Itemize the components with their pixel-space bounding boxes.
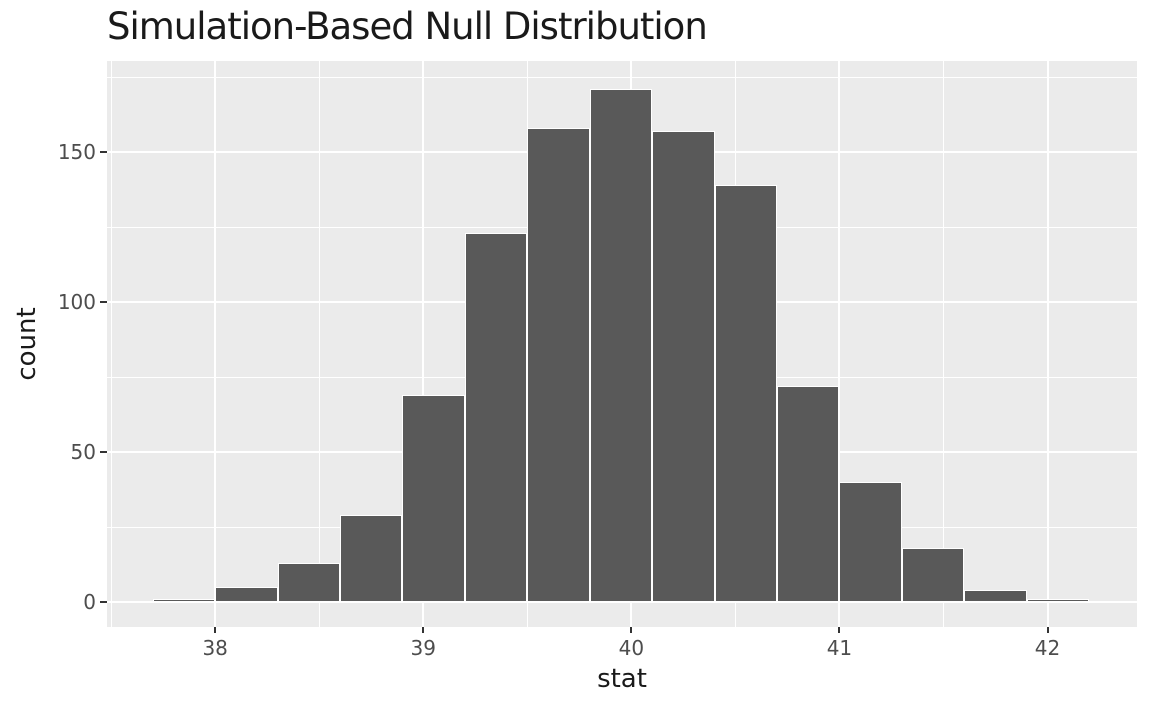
histogram-bar: [777, 385, 840, 602]
y-minor-gridline: [107, 77, 1137, 79]
y-major-gridline: [107, 600, 1137, 603]
histogram-bar: [652, 131, 715, 602]
y-tick-label: 150: [57, 140, 96, 165]
plot-panel: [107, 61, 1137, 627]
x-major-gridline: [1046, 61, 1049, 627]
x-minor-gridline: [943, 61, 945, 627]
y-tick-label: 0: [83, 589, 96, 614]
y-tick-label: 100: [57, 290, 96, 315]
x-major-gridline: [422, 61, 425, 627]
histogram-bar: [464, 233, 528, 602]
y-tick-mark: [100, 301, 107, 304]
histogram-bar: [152, 598, 216, 602]
x-tick-mark: [422, 627, 425, 633]
chart-title: Simulation-Based Null Distribution: [107, 5, 708, 48]
x-tick-label: 42: [1034, 636, 1061, 660]
y-tick-label: 50: [70, 439, 96, 464]
x-tick-mark: [214, 627, 217, 633]
histogram-bar: [277, 562, 341, 602]
x-tick-label: 39: [410, 636, 437, 660]
x-tick-mark: [630, 627, 633, 633]
histogram-bar: [839, 481, 902, 602]
histogram-bar: [402, 394, 465, 602]
x-tick-mark: [1046, 627, 1049, 633]
histogram-bar: [215, 586, 278, 602]
y-axis-title: count: [12, 307, 42, 381]
x-tick-mark: [838, 627, 841, 633]
x-minor-gridline: [111, 61, 113, 627]
x-tick-label: 41: [826, 636, 853, 660]
histogram-bar: [714, 185, 778, 602]
x-tick-label: 40: [618, 636, 645, 660]
histogram-bar: [1026, 598, 1090, 602]
y-tick-mark: [100, 450, 107, 453]
histogram-bar: [527, 128, 590, 602]
histogram-bar: [901, 547, 965, 602]
y-tick-mark: [100, 151, 107, 154]
histogram-bar: [964, 589, 1027, 602]
x-minor-gridline: [319, 61, 321, 627]
x-axis-title: stat: [597, 664, 647, 694]
histogram-bar: [340, 514, 403, 602]
x-major-gridline: [214, 61, 217, 627]
histogram-bar: [589, 89, 653, 602]
y-tick-mark: [100, 600, 107, 603]
x-tick-label: 38: [202, 636, 228, 660]
x-major-gridline: [838, 61, 841, 627]
